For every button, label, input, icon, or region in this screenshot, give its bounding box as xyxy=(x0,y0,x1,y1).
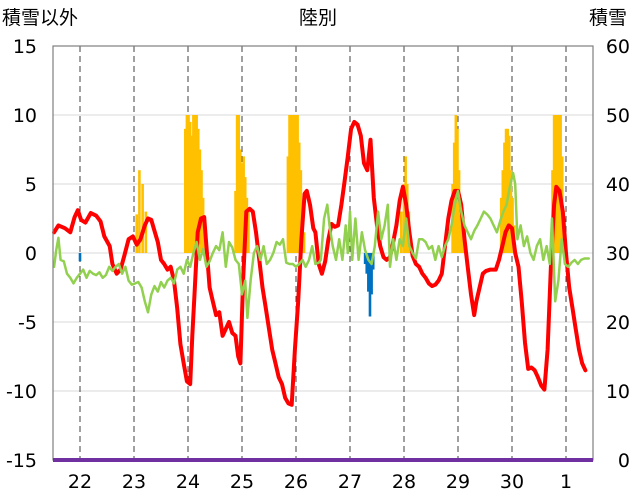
left-tick-label: -5 xyxy=(18,312,37,334)
bar-mark xyxy=(135,214,138,253)
x-tick-label: 25 xyxy=(230,471,254,493)
bar-mark xyxy=(200,170,203,253)
bar-mark xyxy=(138,170,141,253)
bar-mark xyxy=(190,135,194,253)
bar-mark xyxy=(368,253,372,317)
x-tick-label: 30 xyxy=(500,471,524,493)
left-tick-label: 5 xyxy=(25,174,37,196)
right-tick-label: 10 xyxy=(606,381,630,403)
left-axis-title: 積雪以外 xyxy=(2,7,78,29)
x-tick-label: 28 xyxy=(392,471,416,493)
bar-mark xyxy=(454,115,458,253)
bar-mark xyxy=(302,232,306,253)
bar-mark xyxy=(509,170,513,253)
right-tick-label: 20 xyxy=(606,312,630,334)
bar-mark xyxy=(552,115,556,253)
bar-mark xyxy=(141,184,144,253)
bar-mark xyxy=(559,115,562,253)
bar-mark xyxy=(370,253,373,295)
left-tick-label: -15 xyxy=(6,450,37,472)
left-tick-label: 10 xyxy=(13,105,37,127)
plot-frame xyxy=(52,45,594,462)
bar-mark xyxy=(506,128,509,253)
right-tick-label: 60 xyxy=(606,36,630,58)
bar-mark xyxy=(247,211,250,253)
bar-mark xyxy=(196,128,200,253)
bar-mark xyxy=(288,115,291,253)
bar-mark xyxy=(184,128,187,253)
left-tick-label: -10 xyxy=(6,381,37,403)
x-tick-label: 1 xyxy=(560,471,572,493)
bar-mark xyxy=(188,121,192,254)
bar-mark xyxy=(144,211,148,253)
right-axis-title: 積雪 xyxy=(589,7,627,29)
temperature-line xyxy=(52,119,588,407)
bar-mark xyxy=(193,115,197,253)
x-tick-label: 26 xyxy=(284,471,308,493)
bar-mark xyxy=(192,115,195,253)
bar-mark xyxy=(457,170,461,253)
bar-mark xyxy=(365,253,369,274)
bar-mark xyxy=(187,115,190,253)
bar-mark xyxy=(503,142,506,253)
bar-mark xyxy=(554,115,558,253)
bar-mark xyxy=(367,253,370,292)
green-series-line xyxy=(52,171,590,320)
bar-mark xyxy=(198,149,202,253)
bar-mark xyxy=(299,170,303,253)
bar-mark xyxy=(511,197,514,253)
bar-mark xyxy=(286,156,290,253)
right-tick-label: 40 xyxy=(606,174,630,196)
bar-series xyxy=(78,115,566,317)
bar-mark xyxy=(235,115,239,253)
bar-mark xyxy=(557,115,561,253)
bar-mark xyxy=(402,184,406,253)
x-tick-label: 23 xyxy=(122,471,146,493)
chart-title: 陸別 xyxy=(299,7,337,29)
x-tick-label: 29 xyxy=(446,471,470,493)
bar-mark xyxy=(499,197,503,253)
bar-mark xyxy=(296,115,299,253)
bar-mark xyxy=(195,115,198,253)
bar-mark xyxy=(242,156,245,253)
bar-mark xyxy=(78,253,82,262)
bar-mark xyxy=(297,142,301,253)
bar-mark xyxy=(234,190,237,253)
bar-mark xyxy=(289,115,293,253)
line-series xyxy=(52,119,590,407)
right-tick-label: 30 xyxy=(606,243,630,265)
right-tick-label: 50 xyxy=(606,105,630,127)
bar-mark xyxy=(400,211,403,253)
bar-mark xyxy=(556,115,559,253)
bar-mark xyxy=(293,115,296,253)
x-tick-label: 22 xyxy=(68,471,92,493)
bar-mark xyxy=(294,115,298,253)
bar-mark xyxy=(363,253,367,265)
bar-mark xyxy=(185,115,189,253)
x-tick-label: 27 xyxy=(338,471,362,493)
bar-mark xyxy=(459,197,462,253)
bar-mark xyxy=(291,115,295,253)
x-tick-label: 24 xyxy=(176,471,200,493)
bar-mark xyxy=(504,128,508,253)
right-tick-label: 0 xyxy=(618,450,630,472)
bar-mark xyxy=(237,115,241,253)
axis-labels: 積雪以外 陸別 積雪 151050-5-10-15605040302010022… xyxy=(2,7,630,493)
left-tick-label: 0 xyxy=(25,243,37,265)
bar-mark xyxy=(239,149,242,253)
left-tick-label: 15 xyxy=(13,36,37,58)
bar-mark xyxy=(240,163,244,253)
